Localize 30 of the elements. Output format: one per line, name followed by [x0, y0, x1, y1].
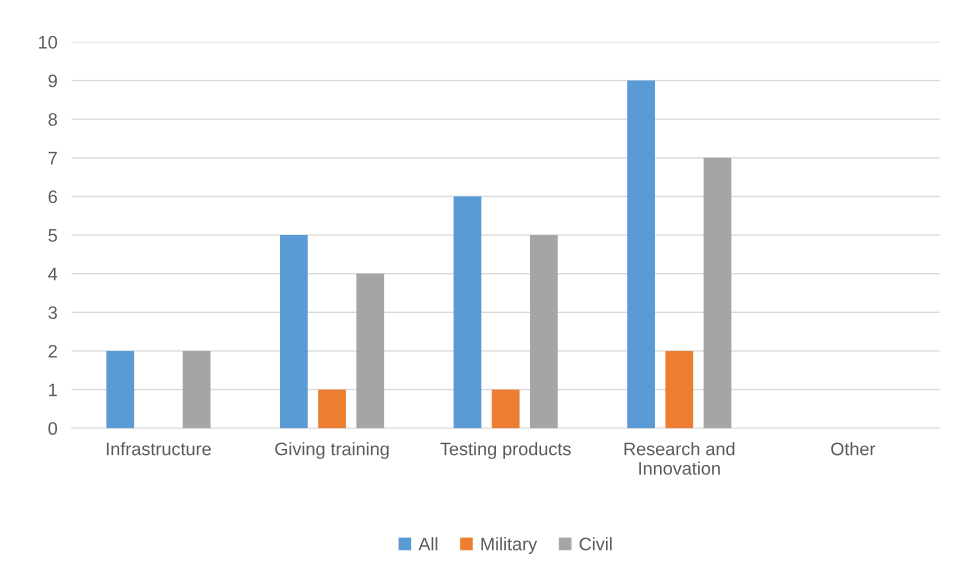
y-tick-label: 1: [49, 384, 57, 396]
bar: [182, 350, 211, 428]
x-tick-label: Testing products: [440, 442, 571, 459]
y-tick-label: 6: [48, 190, 57, 204]
bar: [627, 80, 655, 428]
x-tick-label: Giving training: [275, 442, 389, 459]
legend-label: Military: [481, 537, 538, 554]
y-tick-label: 8: [48, 113, 57, 126]
y-tick-label: 5: [48, 229, 57, 242]
bar: [280, 235, 308, 428]
y-tick-label: 10: [39, 36, 58, 49]
bar: [704, 158, 732, 428]
y-tick-label: 0: [48, 422, 58, 435]
x-tick-label: Infrastructure: [106, 442, 211, 456]
bar: [530, 235, 558, 428]
y-tick-label: 9: [48, 74, 57, 88]
y-tick-label: 3: [48, 306, 57, 320]
bar: [665, 350, 694, 428]
bar: [106, 350, 134, 428]
y-tick-label: 4: [48, 268, 58, 280]
x-tick-label: Other: [831, 442, 876, 456]
y-tick-label: 2: [48, 344, 57, 358]
legend-label: Civil: [580, 537, 612, 550]
legend-label: All: [418, 537, 438, 550]
bar: [492, 390, 520, 428]
bar: [454, 196, 482, 428]
y-tick-label: 7: [48, 152, 57, 164]
x-tick-label: Research and Innovation: [624, 442, 734, 475]
bar: [318, 390, 346, 428]
bar: [356, 274, 384, 428]
